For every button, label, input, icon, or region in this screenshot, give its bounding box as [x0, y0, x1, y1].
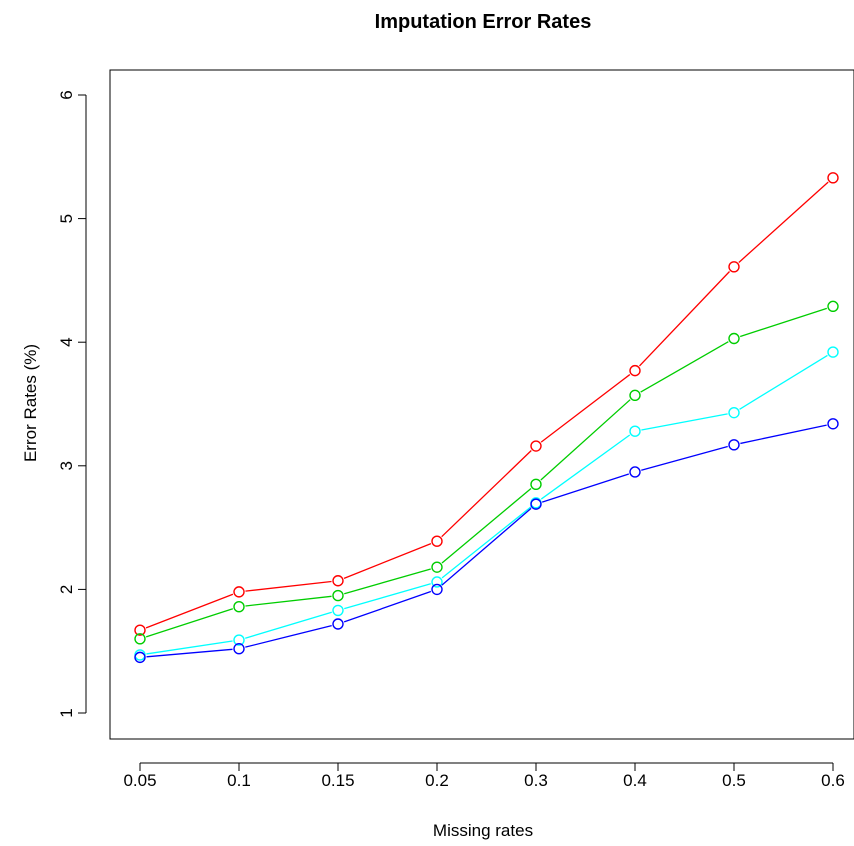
y-axis-label: Error Rates (%)	[21, 344, 40, 462]
y-tick-label: 4	[57, 337, 76, 346]
data-point	[332, 589, 344, 602]
series-line-segment	[245, 624, 332, 648]
data-point	[332, 575, 344, 587]
data-point	[530, 498, 542, 510]
data-point	[134, 649, 146, 661]
series-layer	[134, 172, 839, 664]
data-point	[134, 651, 146, 664]
series-line-segment	[344, 568, 431, 595]
data-point	[728, 439, 740, 451]
series-4	[134, 418, 839, 664]
data-point	[827, 418, 839, 430]
data-point	[134, 633, 146, 645]
plot-area-frame	[109, 69, 854, 740]
series-line-segment	[641, 445, 728, 471]
data-point	[134, 624, 146, 636]
x-tick-label: 0.2	[425, 771, 449, 790]
x-tick-label: 0.1	[227, 771, 251, 790]
x-tick-label: 0.05	[123, 771, 156, 790]
series-line-segment	[541, 473, 630, 503]
data-point	[431, 561, 443, 573]
data-point	[629, 425, 641, 437]
data-point	[332, 604, 344, 617]
data-point	[728, 406, 740, 419]
x-axis-label: Missing rates	[433, 821, 533, 840]
data-point	[431, 576, 443, 588]
series-line-segment	[245, 611, 332, 639]
series-line-segment	[738, 181, 829, 263]
y-tick-label: 5	[57, 214, 76, 223]
data-point	[629, 389, 641, 402]
series-line-segment	[245, 580, 332, 592]
series-line-segment	[540, 434, 631, 500]
data-point	[233, 601, 245, 613]
chart-title: Imputation Error Rates	[375, 11, 592, 33]
data-point	[728, 261, 740, 273]
series-line-segment	[441, 507, 532, 586]
series-line-segment	[441, 506, 532, 579]
data-point	[431, 583, 443, 596]
series-line-segment	[343, 543, 432, 579]
data-point	[233, 634, 245, 646]
data-point	[629, 364, 641, 377]
data-point	[827, 172, 839, 184]
x-tick-label: 0.15	[321, 771, 354, 790]
series-line-segment	[441, 450, 532, 538]
series-line-segment	[640, 341, 729, 393]
series-line-segment	[739, 307, 828, 338]
series-line-segment	[540, 399, 631, 481]
y-tick-label: 3	[57, 461, 76, 470]
data-point	[629, 466, 641, 478]
series-3	[134, 346, 839, 661]
data-point	[530, 478, 542, 491]
series-line-segment	[540, 374, 631, 443]
series-line-segment	[739, 354, 828, 410]
series-line-segment	[343, 590, 432, 623]
y-tick-label: 1	[57, 708, 76, 717]
data-point	[827, 346, 839, 358]
data-point	[530, 440, 542, 452]
series-line-segment	[639, 271, 730, 367]
series-line-segment	[245, 595, 332, 607]
x-tick-label: 0.3	[524, 771, 548, 790]
series-2	[134, 300, 839, 645]
y-tick-label: 6	[57, 90, 76, 99]
series-line-segment	[740, 424, 827, 445]
axes: 1 2 3 4 5 6 0.05 0.1 0.15 0.2 0.3 0.4 0.5 0.6	[57, 90, 845, 790]
x-tick-label: 0.4	[623, 771, 647, 790]
series-line-segment	[641, 413, 728, 431]
data-point	[233, 586, 245, 598]
series-line-segment	[145, 608, 234, 638]
series-line-segment	[441, 488, 532, 564]
x-tick-label: 0.6	[821, 771, 845, 790]
data-point	[728, 332, 740, 345]
data-point	[827, 300, 839, 313]
series-line-segment	[146, 648, 233, 658]
series-line-segment	[145, 593, 234, 629]
data-point	[332, 618, 344, 630]
y-tick-label: 2	[57, 585, 76, 594]
series-line-segment	[146, 640, 233, 655]
data-point	[233, 643, 245, 655]
series-1	[134, 172, 839, 636]
x-tick-label: 0.5	[722, 771, 746, 790]
series-line-segment	[344, 583, 431, 610]
data-point	[431, 535, 443, 547]
